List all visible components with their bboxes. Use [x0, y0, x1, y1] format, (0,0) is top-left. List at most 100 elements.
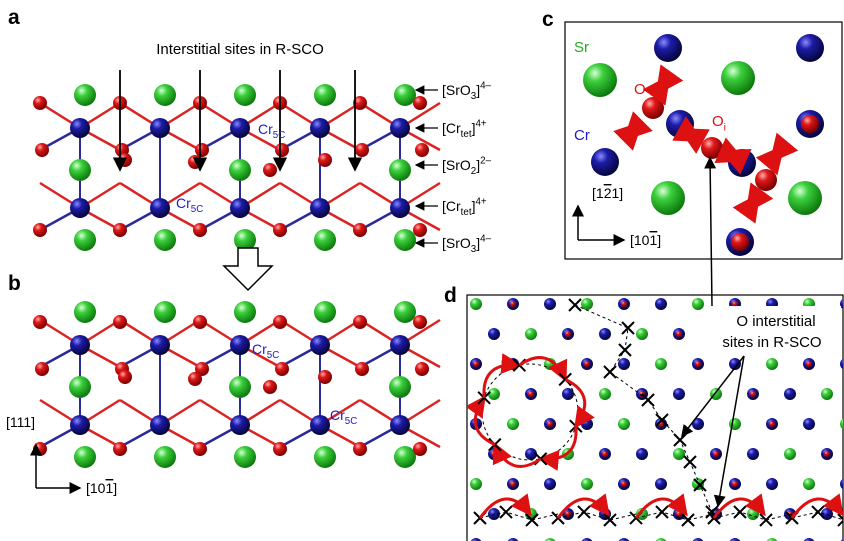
panel-d: dO interstitialsites in R-SCO [444, 158, 844, 541]
o-atom [318, 370, 332, 384]
layer-label: [Crtet]4+ [442, 119, 487, 141]
panel-label: c [542, 8, 554, 31]
text-part: 5C [273, 130, 286, 141]
text-part: 4– [480, 234, 491, 245]
cr5c-label: Cr5C [258, 121, 285, 141]
sr-atom [581, 478, 593, 490]
o-atom [35, 143, 49, 157]
o-atom [193, 223, 207, 237]
sr-atom [766, 358, 778, 370]
o-atom [275, 143, 289, 157]
o-atom [713, 451, 719, 457]
cr-atom [70, 335, 90, 355]
o-atom [33, 223, 47, 237]
o-atom [701, 137, 723, 159]
o-atom [547, 421, 553, 427]
o-atom [33, 315, 47, 329]
o-atom [353, 315, 367, 329]
o-atom [35, 362, 49, 376]
panel-label: b [8, 272, 21, 295]
sr-atom [488, 388, 500, 400]
motion-arrow [772, 154, 777, 160]
hop-arrow [792, 499, 842, 518]
atom-label: Cr [574, 127, 590, 144]
axis-label: [121] [592, 185, 623, 201]
cr-atom [390, 415, 410, 435]
o-atom [755, 169, 777, 191]
sr-atom [394, 229, 416, 251]
pointer [710, 158, 712, 306]
text-part: 1 [649, 232, 657, 248]
cr-atom [230, 415, 250, 435]
cr-atom [70, 118, 90, 138]
cr-atom [390, 118, 410, 138]
text-part: ] [657, 232, 661, 248]
sr-atom [229, 376, 251, 398]
o-atom [731, 233, 749, 251]
cr-atom [654, 34, 682, 62]
cr-atom [599, 328, 611, 340]
text-part: O [712, 113, 724, 130]
o-atom [113, 442, 127, 456]
sr-atom [692, 298, 704, 310]
o-atom [732, 481, 738, 487]
o-atom [602, 451, 608, 457]
atom-label: Oi [712, 113, 726, 134]
sr-atom [234, 446, 256, 468]
motion-arrow [691, 135, 700, 140]
o-atom [353, 223, 367, 237]
text-part: tet [461, 207, 472, 218]
sr-atom [821, 388, 833, 400]
cr-atom [747, 448, 759, 460]
text-part: [Cr [442, 120, 461, 136]
sr-atom [784, 448, 796, 460]
cr-atom [310, 118, 330, 138]
cr-atom [70, 198, 90, 218]
cr-atom [230, 118, 250, 138]
o-atom [355, 362, 369, 376]
text-part: [Cr [442, 198, 461, 214]
cr-atom [796, 34, 824, 62]
layer-label: [SrO3]4– [442, 234, 492, 256]
sr-atom [394, 446, 416, 468]
cr-atom [544, 478, 556, 490]
sr-atom [507, 418, 519, 430]
cr-atom [230, 198, 250, 218]
o-atom [318, 153, 332, 167]
sr-atom [234, 301, 256, 323]
text-part: Cr [176, 195, 191, 211]
o-atom [263, 380, 277, 394]
cr-atom [581, 418, 593, 430]
text-part: Cr [330, 407, 345, 423]
o-atom [642, 97, 664, 119]
o-atom [621, 301, 627, 307]
motion-arrow [748, 203, 753, 210]
sr-atom [154, 446, 176, 468]
cr-atom [784, 388, 796, 400]
sr-atom [314, 446, 336, 468]
text-part: 4– [480, 81, 491, 92]
o-atom [118, 370, 132, 384]
text-part: Cr [258, 121, 273, 137]
o-atom [415, 362, 429, 376]
sr-atom [314, 301, 336, 323]
motion-arrow [753, 196, 758, 203]
o-atom [413, 96, 427, 110]
o-atom [491, 451, 497, 457]
layer-label: [SrO2]2– [442, 156, 492, 178]
text-part: 1 [105, 480, 113, 496]
cr-atom [310, 335, 330, 355]
text-part: 5C [345, 416, 358, 427]
cr-atom [150, 415, 170, 435]
cr-atom [150, 335, 170, 355]
o-atom [273, 223, 287, 237]
axis-label: [101] [86, 480, 117, 496]
hop-arrow [519, 358, 565, 380]
panel-label: a [8, 6, 20, 29]
sr-atom [788, 181, 822, 215]
cr-atom [728, 149, 756, 177]
text-part: ] [113, 480, 117, 496]
o-atom [528, 391, 534, 397]
o-atom [806, 361, 812, 367]
text-part: Cr [252, 341, 267, 357]
